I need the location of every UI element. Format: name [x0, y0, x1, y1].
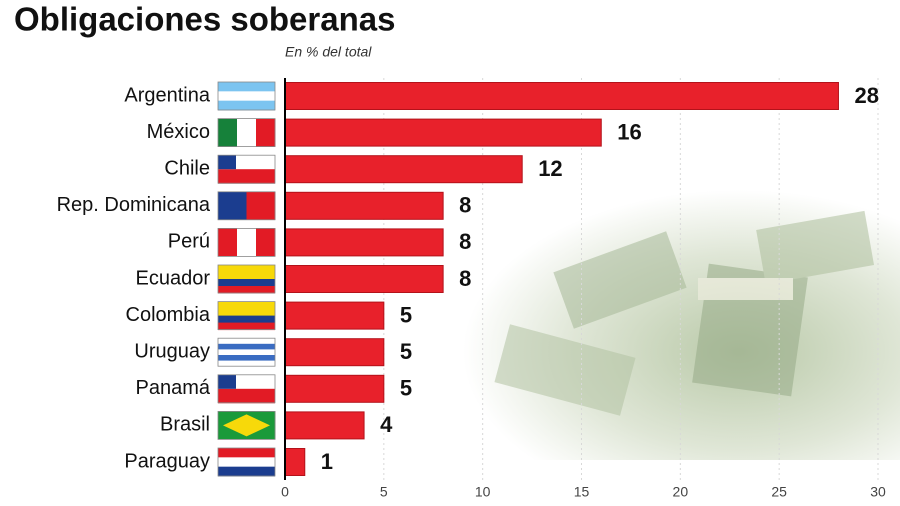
flag-stripe: [218, 265, 275, 273]
flag-icon: [217, 81, 276, 111]
value-label: 8: [459, 266, 471, 291]
flag-border: [217, 374, 276, 404]
category-label: Rep. Dominicana: [57, 194, 211, 216]
flag-icon: [217, 227, 276, 257]
flag-icon: [217, 410, 276, 440]
x-tick-label: 10: [475, 484, 491, 500]
x-tick-label: 5: [380, 484, 388, 500]
category-label: Argentina: [124, 84, 210, 106]
value-label: 1: [321, 449, 333, 474]
flag-stripe: [218, 322, 275, 331]
value-label: 8: [459, 193, 471, 218]
flag-stripe: [218, 355, 275, 362]
flag-border: [217, 191, 276, 221]
value-label: 8: [459, 229, 471, 254]
flag-stripe: [218, 360, 275, 367]
flag-stripe: [218, 82, 275, 92]
flag-stripe: [218, 228, 238, 257]
bar: [284, 191, 444, 220]
flag-icon: [217, 337, 276, 367]
value-label: 5: [400, 376, 412, 401]
flag-icon: [217, 374, 276, 404]
flag-canton: [218, 374, 236, 389]
flag-diamond: [223, 414, 270, 437]
flag-stripe: [256, 228, 276, 257]
flag-border: [217, 154, 276, 184]
flag-stripe: [218, 286, 275, 294]
bar: [284, 155, 523, 184]
category-label: Ecuador: [136, 267, 211, 289]
flag-border: [217, 337, 276, 367]
flag-stripe: [218, 308, 275, 317]
bar: [284, 448, 306, 476]
flag-stripe: [218, 343, 275, 350]
category-label: Perú: [168, 231, 210, 253]
flag-icon: [217, 264, 276, 294]
x-tick-label: 30: [870, 484, 886, 500]
category-label: México: [147, 121, 210, 143]
flag-icon: [217, 118, 276, 147]
value-label: 5: [400, 302, 412, 327]
category-label: Colombia: [126, 304, 211, 326]
bar: [284, 374, 385, 403]
flag-stripe: [218, 91, 275, 102]
chart-subtitle: En % del total: [285, 44, 372, 60]
category-label: Paraguay: [124, 450, 210, 472]
flag-icon: [217, 154, 276, 184]
flag-stripe: [218, 448, 275, 458]
flag-stripe: [237, 118, 257, 147]
value-label: 5: [400, 339, 412, 364]
x-tick-label: 0: [281, 484, 289, 500]
bar: [284, 228, 444, 257]
flag-stripe: [218, 457, 275, 468]
category-label: Chile: [164, 157, 210, 179]
flag-stripe: [218, 191, 247, 220]
category-label: Uruguay: [134, 340, 210, 362]
flag-stripe: [218, 169, 275, 184]
category-label: Brasil: [160, 414, 210, 436]
bar: [284, 265, 444, 293]
flag-border: [217, 410, 276, 440]
flag-stripe: [237, 228, 257, 257]
bar: [284, 301, 385, 330]
flag-stripe: [218, 279, 275, 287]
flag-stripe: [218, 301, 275, 310]
chart-title: Obligaciones soberanas: [14, 1, 395, 38]
flag-icon: [217, 301, 276, 331]
flag-icon: [217, 191, 276, 221]
flag-stripe: [246, 191, 276, 220]
flag-border: [217, 81, 276, 111]
flag-border: [217, 301, 276, 331]
flag-stripe: [218, 100, 275, 111]
x-tick-label: 15: [574, 484, 590, 500]
flag-canton: [218, 155, 236, 170]
flag-border: [217, 227, 276, 257]
flag-stripe: [256, 118, 276, 147]
bar: [284, 82, 839, 110]
flag-stripe: [218, 315, 275, 324]
category-label: Panamá: [136, 377, 211, 399]
value-label: 4: [380, 412, 393, 437]
bar: [284, 338, 385, 367]
flag-stripe: [218, 338, 275, 345]
bar: [284, 411, 365, 440]
flag-border: [217, 118, 276, 147]
flag-icon: [217, 447, 276, 477]
value-label: 12: [538, 156, 562, 181]
x-tick-label: 20: [673, 484, 689, 500]
flag-stripe: [218, 349, 275, 356]
flag-stripe: [218, 466, 275, 477]
flag-stripe: [218, 388, 275, 404]
flag-border: [217, 447, 276, 477]
value-label: 16: [617, 119, 641, 144]
x-tick-label: 25: [771, 484, 787, 500]
bar: [284, 118, 602, 147]
value-label: 28: [854, 83, 878, 108]
flag-stripe: [218, 272, 275, 280]
flag-border: [217, 264, 276, 294]
flag-stripe: [218, 118, 238, 147]
